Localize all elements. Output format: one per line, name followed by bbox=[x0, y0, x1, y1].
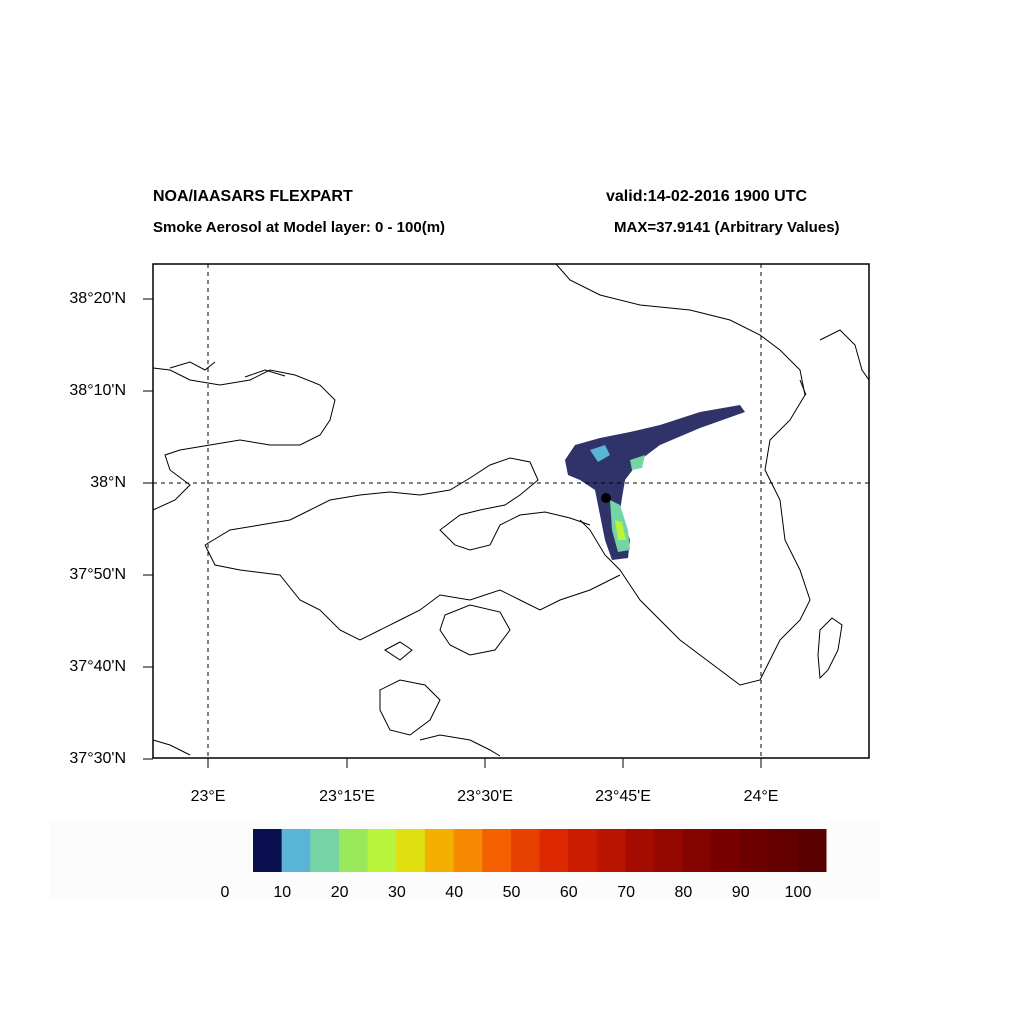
colorbar-swatch bbox=[396, 829, 426, 872]
colorbar-label: 70 bbox=[617, 884, 635, 901]
colorbar-swatch bbox=[596, 829, 626, 872]
colorbar-swatch bbox=[310, 829, 340, 872]
colorbar-swatch bbox=[510, 829, 540, 872]
colorbar-swatch bbox=[768, 829, 798, 872]
colorbar-swatch bbox=[568, 829, 598, 872]
colorbar-label: 10 bbox=[273, 884, 291, 901]
lat-label: 37°40'N bbox=[69, 658, 126, 675]
max-value: MAX=37.9141 (Arbitrary Values) bbox=[614, 219, 840, 236]
colorbar-label: 30 bbox=[388, 884, 406, 901]
colorbar-swatch bbox=[424, 829, 455, 872]
valid-time: valid:14-02-2016 1900 UTC bbox=[606, 188, 807, 205]
colorbar-swatch bbox=[367, 829, 397, 872]
colorbar-swatch bbox=[711, 829, 741, 872]
colorbar-swatch bbox=[625, 829, 655, 872]
lat-label: 37°30'N bbox=[69, 750, 126, 767]
colorbar-swatch bbox=[539, 829, 569, 872]
colorbar-label: 60 bbox=[560, 884, 578, 901]
lon-label: 23°45'E bbox=[595, 788, 651, 805]
colorbar-swatch bbox=[453, 829, 483, 872]
title: NOA/IAASARS FLEXPART bbox=[153, 188, 353, 205]
colorbar-swatch bbox=[740, 829, 770, 872]
colorbar-label: 0 bbox=[221, 884, 230, 901]
coastlines bbox=[152, 263, 870, 757]
lat-label: 38°N bbox=[90, 474, 126, 491]
lon-label: 24°E bbox=[744, 788, 779, 805]
colorbar-swatch bbox=[797, 829, 827, 872]
lat-label: 38°10'N bbox=[69, 382, 126, 399]
colorbar-swatch bbox=[253, 829, 283, 872]
lon-label: 23°15'E bbox=[319, 788, 375, 805]
lon-label: 23°E bbox=[191, 788, 226, 805]
smoke-plume bbox=[565, 405, 745, 560]
colorbar-label: 100 bbox=[785, 884, 812, 901]
colorbar-swatch bbox=[482, 829, 512, 872]
colorbar-label: 20 bbox=[331, 884, 349, 901]
lat-label: 38°20'N bbox=[69, 290, 126, 307]
colorbar-label: 90 bbox=[732, 884, 750, 901]
colorbar-swatch bbox=[654, 829, 684, 872]
colorbar-label: 40 bbox=[445, 884, 463, 901]
lon-label: 23°30'E bbox=[457, 788, 513, 805]
colorbar-swatch bbox=[281, 829, 311, 872]
colorbar-label: 80 bbox=[675, 884, 693, 901]
grid bbox=[153, 264, 869, 758]
colorbar-swatch bbox=[338, 829, 369, 872]
lat-label: 37°50'N bbox=[69, 566, 126, 583]
map-frame bbox=[152, 263, 870, 759]
subtitle: Smoke Aerosol at Model layer: 0 - 100(m) bbox=[153, 219, 445, 236]
colorbar-swatch bbox=[682, 829, 712, 872]
colorbar-label: 50 bbox=[503, 884, 521, 901]
